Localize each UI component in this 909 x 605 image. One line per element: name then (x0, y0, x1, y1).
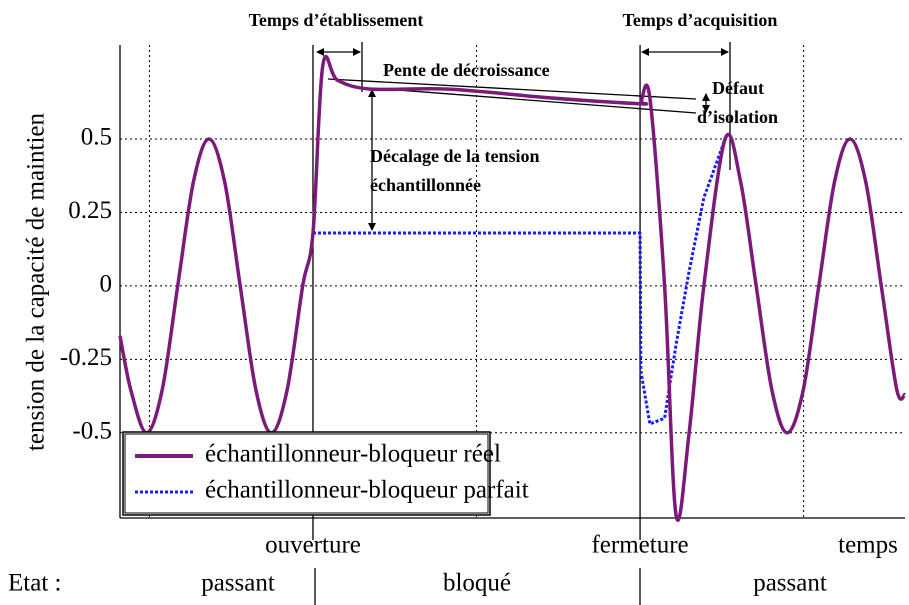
legend-label: échantillonneur-bloqueur parfait (205, 477, 529, 504)
state-label: Etat : (8, 570, 61, 597)
y-tick-label: 0.25 (68, 197, 112, 224)
annotation: Temps d’établissement (249, 10, 424, 30)
series-line (312, 138, 727, 426)
legend-label: échantillonneur-bloqueur réel (205, 441, 501, 468)
annotation: Décalage de la tension (370, 146, 539, 166)
legend-box (122, 431, 491, 516)
annotation: Pente de décroissance (383, 60, 550, 80)
annotation: Défaut (712, 78, 764, 98)
y-tick-label: -0.25 (60, 344, 112, 371)
legend-shadow (124, 433, 489, 514)
state-separators (314, 568, 641, 605)
y-tick-label: 0 (100, 271, 113, 298)
x-tick-label: ouverture (265, 532, 361, 559)
x-tick-label: fermeture (591, 532, 688, 559)
annotation: Temps d’acquisition (623, 10, 778, 30)
annotation: échantillonnée (370, 175, 481, 195)
state: passant (201, 570, 275, 597)
y-tick-label: -0.5 (72, 418, 112, 445)
x-axis-label: temps (838, 532, 898, 559)
y-axis-label: tension de la capacité de maintien (23, 112, 50, 451)
annotation: d’isolation (697, 107, 778, 127)
state: passant (753, 570, 827, 597)
annotation-arrows (316, 42, 731, 231)
series-line (118, 54, 907, 522)
y-tick-label: 0.5 (81, 124, 112, 151)
state: bloqué (443, 570, 511, 597)
